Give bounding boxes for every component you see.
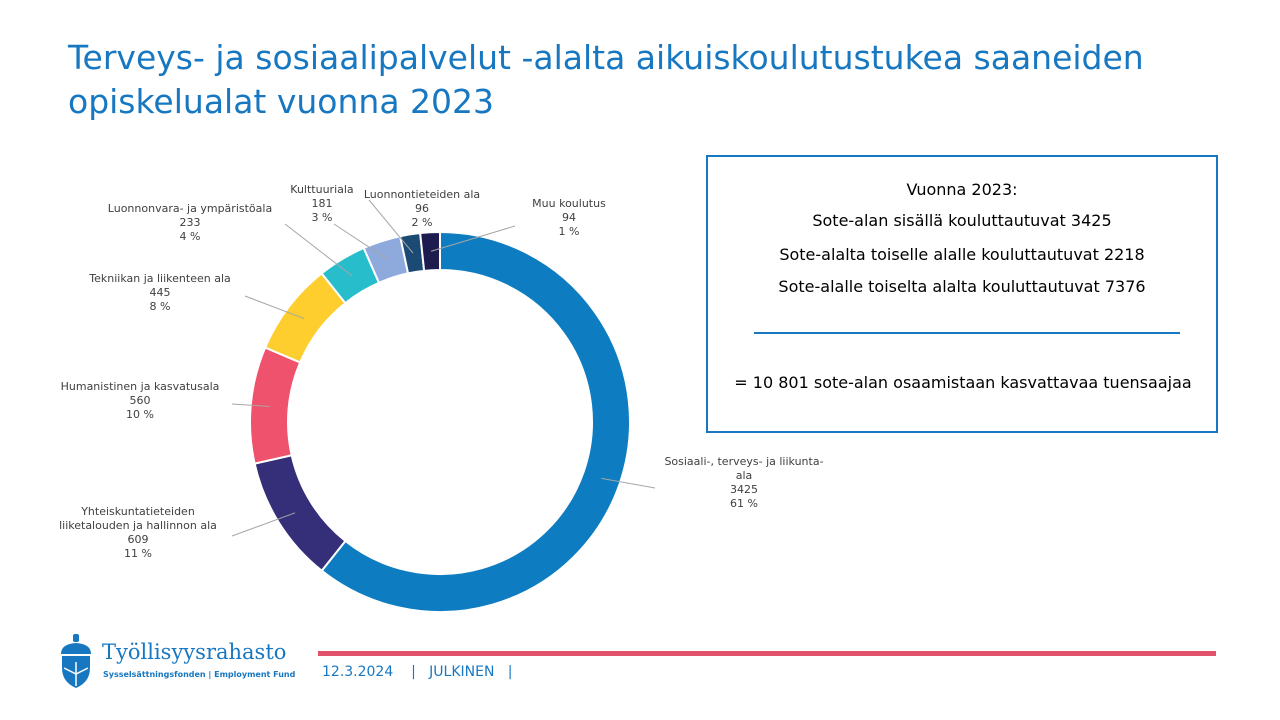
leader-lines (231, 199, 656, 537)
slice-label: ala (736, 469, 753, 482)
slice-percent: 11 % (124, 547, 152, 560)
summary-divider (754, 332, 1180, 334)
donut-slice (320, 230, 631, 613)
slice-value: 181 (312, 197, 333, 210)
summary-box: Vuonna 2023: Sote-alan sisällä kouluttau… (706, 155, 1218, 433)
summary-line-outgoing: Sote-alalta toiselle alalle kouluttautuv… (779, 245, 1145, 264)
slice-value: 233 (180, 216, 201, 229)
slice-value: 560 (130, 394, 151, 407)
logo-subtitle: Sysselsättningsfonden | Employment Fund (103, 670, 296, 679)
summary-total: = 10 801 sote-alan osaamistaan kasvattav… (734, 373, 1192, 392)
slice-value: 96 (415, 202, 429, 215)
footer: 12.3.2024 | JULKINEN | (322, 664, 513, 680)
slice-percent: 3 % (312, 211, 333, 224)
slice-percent: 10 % (126, 408, 154, 421)
slice-label: Luonnonvara- ja ympäristöala (108, 202, 272, 215)
slice-percent: 2 % (412, 216, 433, 229)
leader-line (430, 225, 516, 252)
slice-label: Luonnontieteiden ala (364, 188, 480, 201)
footer-separator: | (507, 664, 513, 680)
slice-percent: 4 % (180, 230, 201, 243)
slice-percent: 8 % (150, 300, 171, 313)
slice-percent: 61 % (730, 497, 758, 510)
footer-date: 12.3.2024 (322, 664, 394, 680)
slice-label: liiketalouden ja hallinnon ala (59, 519, 217, 532)
summary-line-internal: Sote-alan sisällä kouluttautuvat 3425 (812, 211, 1112, 230)
slice-label: Muu koulutus (532, 197, 606, 210)
slice-value: 3425 (730, 483, 758, 496)
summary-line-incoming: Sote-alalle toiselta alalta kouluttautuv… (778, 277, 1146, 296)
data-labels: Sosiaali-, terveys- ja liikunta-ala34256… (59, 183, 823, 560)
slice-label: Kulttuuriala (290, 183, 353, 196)
logo-name: Työllisyysrahasto (102, 640, 287, 664)
slice-percent: 1 % (559, 225, 580, 238)
slice-value: 445 (150, 286, 171, 299)
donut-slice (253, 454, 347, 573)
acorn-icon (61, 634, 91, 688)
slide-title: Terveys- ja sosiaalipalvelut -alalta aik… (68, 38, 1144, 121)
footer-separator: | (411, 664, 416, 680)
donut-slice (419, 230, 441, 272)
company-logo: Työllisyysrahasto Sysselsättningsfonden … (58, 632, 298, 692)
footer-bar (318, 651, 1216, 656)
slice-value: 609 (128, 533, 149, 546)
donut-slices (249, 230, 631, 613)
footer-classification: JULKINEN (429, 664, 495, 680)
leader-line (284, 223, 352, 276)
leader-line (231, 403, 270, 407)
leader-line (231, 512, 296, 537)
leader-line (601, 477, 656, 489)
leader-line (333, 223, 388, 260)
slice-label: Sosiaali-, terveys- ja liikunta- (664, 455, 823, 468)
leader-line (368, 199, 414, 254)
slice-value: 94 (562, 211, 576, 224)
slice-label: Humanistinen ja kasvatusala (61, 380, 220, 393)
slice-label: Yhteiskuntatieteiden (80, 505, 195, 518)
slice-label: Tekniikan ja liikenteen ala (88, 272, 231, 285)
summary-heading: Vuonna 2023: (906, 180, 1018, 199)
leader-line (244, 295, 305, 319)
